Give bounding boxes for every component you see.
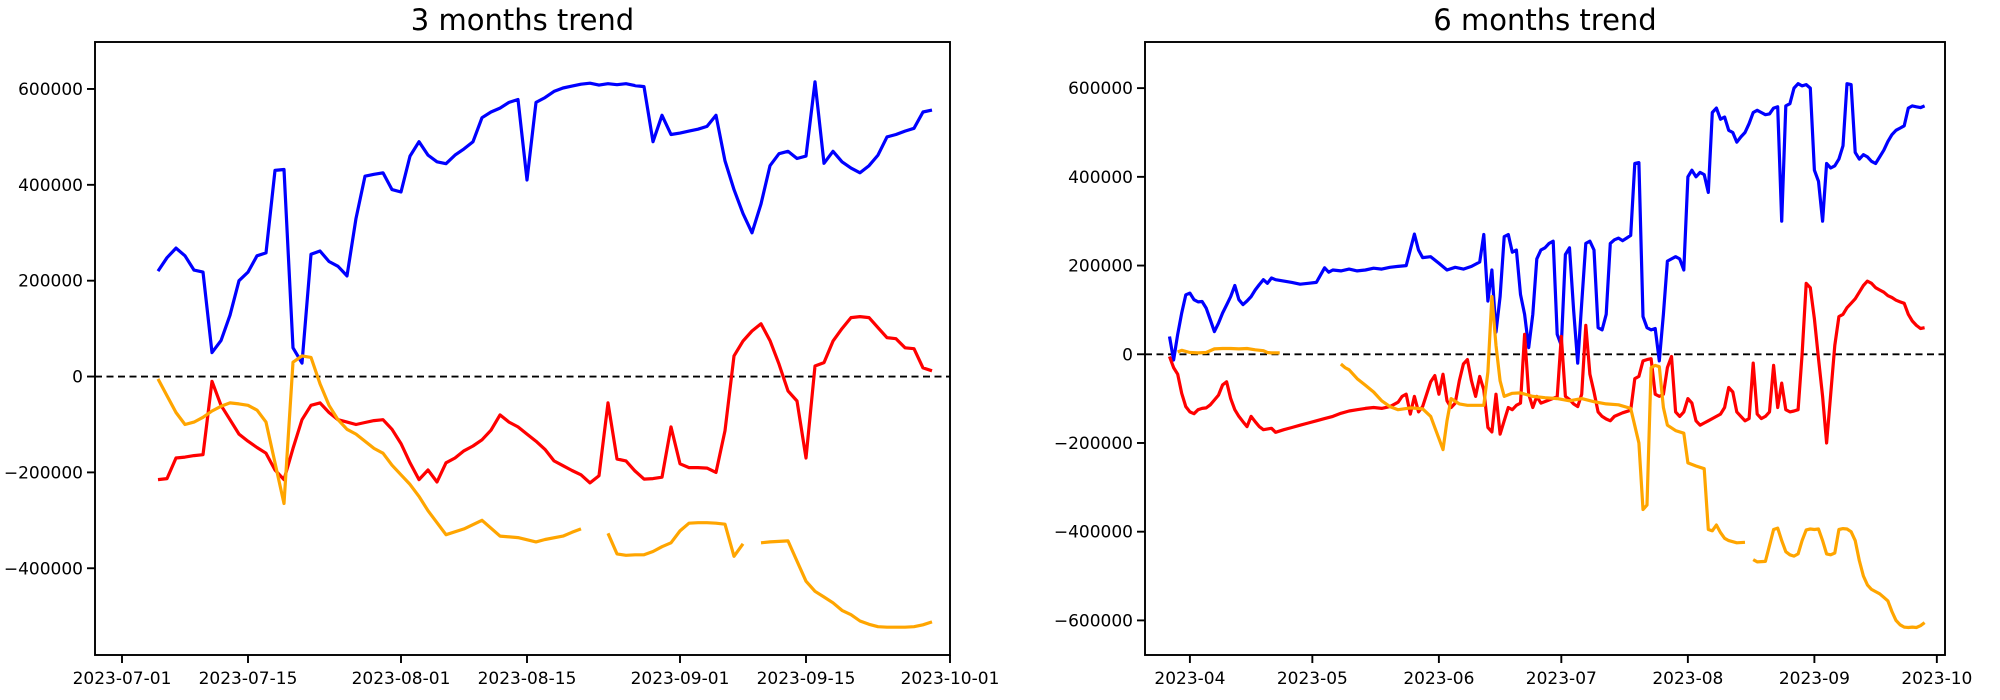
x-tick-label: 2023-08-15	[478, 669, 577, 689]
series-orange-line	[1339, 295, 1746, 545]
x-tick-label: 2023-06	[1403, 669, 1474, 689]
series-orange-line	[1752, 526, 1926, 630]
y-tick-label: 600000	[18, 80, 83, 100]
x-tick-label: 2023-09-01	[631, 669, 730, 689]
x-tick-label: 2023-07-15	[199, 669, 298, 689]
x-tick-label: 2023-04	[1154, 669, 1225, 689]
chart-6-months-trend: 6 months trend 2023-04 2023-05 2023-06 2023…	[1000, 0, 2000, 700]
series-orange-line	[606, 521, 745, 558]
series-orange-line	[156, 354, 582, 544]
series-orange-line	[1177, 346, 1280, 355]
x-tick-label: 2023-07-01	[73, 669, 172, 689]
y-tick-label: 600000	[1068, 79, 1133, 99]
y-tick-label: 400000	[1068, 168, 1133, 188]
y-tick-label: 200000	[1068, 257, 1133, 277]
series-blue-line	[1167, 82, 1926, 365]
x-tick-label: 2023-08	[1652, 669, 1723, 689]
y-tick-label: −200000	[4, 463, 83, 483]
plot-area-3-months: 2023-07-01 2023-07-15 2023-08-01 2023-08-15…	[4, 41, 1000, 689]
x-tick-label: 2023-08-01	[352, 669, 451, 689]
series-orange-line	[760, 539, 933, 629]
chart-title-3-months: 3 months trend	[410, 3, 635, 37]
y-tick-label: −400000	[1054, 523, 1133, 543]
x-tick-label: 2023-07	[1526, 669, 1597, 689]
y-tick-label: 200000	[18, 272, 83, 292]
plot-area-6-months: 2023-04 2023-05 2023-06 2023-07 2023-08 2023-…	[1054, 41, 1972, 689]
axes-frame	[1144, 41, 1946, 656]
y-tick-label: −600000	[1054, 611, 1133, 631]
x-tick-label: 2023-10	[1901, 669, 1972, 689]
x-tick-label: 2023-09	[1779, 669, 1850, 689]
chart-title-6-months: 6 months trend	[1433, 3, 1657, 37]
y-tick-label: 400000	[18, 176, 83, 196]
axes-frame	[94, 41, 951, 656]
x-tick-label: 2023-09-15	[757, 669, 856, 689]
y-tick-label: 0	[1122, 345, 1133, 365]
chart-3-months-trend: 3 months trend 2023-07-01 2023-07-15 2023-…	[4, 3, 1000, 689]
y-tick-label: −400000	[4, 559, 83, 579]
x-tick-label: 2023-10-01	[901, 669, 1000, 689]
series-blue-line	[156, 80, 933, 365]
series-red-line	[1167, 279, 1925, 445]
y-tick-label: 0	[72, 368, 83, 388]
y-tick-label: −200000	[1054, 434, 1133, 454]
x-tick-label: 2023-05	[1277, 669, 1348, 689]
